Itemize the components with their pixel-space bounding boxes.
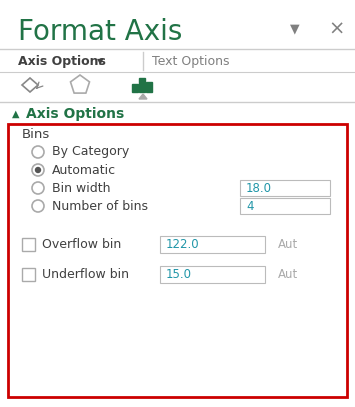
Text: Axis Options: Axis Options <box>18 55 106 68</box>
Text: Aut: Aut <box>278 238 298 250</box>
Circle shape <box>32 182 44 194</box>
Text: Underflow bin: Underflow bin <box>42 267 129 280</box>
Bar <box>160 266 265 283</box>
Text: 4: 4 <box>246 199 253 212</box>
Text: Number of bins: Number of bins <box>52 199 148 212</box>
Text: ×: × <box>328 20 344 39</box>
Circle shape <box>35 167 41 173</box>
Bar <box>240 180 330 196</box>
Text: Aut: Aut <box>278 267 298 280</box>
Bar <box>132 84 138 92</box>
Text: 122.0: 122.0 <box>166 238 200 250</box>
Bar <box>22 268 35 281</box>
Bar <box>160 236 265 253</box>
Text: By Category: By Category <box>52 145 129 158</box>
Circle shape <box>32 200 44 212</box>
Bar <box>22 238 35 251</box>
Text: 15.0: 15.0 <box>166 267 192 280</box>
Bar <box>146 82 152 92</box>
Text: ▼: ▼ <box>290 22 300 35</box>
Text: Text Options: Text Options <box>152 55 229 68</box>
Text: ▲: ▲ <box>12 109 20 119</box>
Text: Automatic: Automatic <box>52 164 116 177</box>
Text: Bin width: Bin width <box>52 182 110 195</box>
Circle shape <box>32 146 44 158</box>
Text: ▼: ▼ <box>97 57 104 66</box>
Text: 18.0: 18.0 <box>246 182 272 195</box>
Text: Axis Options: Axis Options <box>26 107 124 121</box>
Text: Format Axis: Format Axis <box>18 18 182 46</box>
Bar <box>8 124 347 397</box>
Bar <box>240 198 330 214</box>
Polygon shape <box>139 94 147 99</box>
Bar <box>139 78 145 92</box>
Circle shape <box>32 164 44 176</box>
Text: Overflow bin: Overflow bin <box>42 238 121 250</box>
Text: Bins: Bins <box>22 129 50 142</box>
